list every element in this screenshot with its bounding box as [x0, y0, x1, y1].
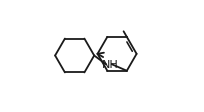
Text: NH: NH — [102, 60, 119, 70]
